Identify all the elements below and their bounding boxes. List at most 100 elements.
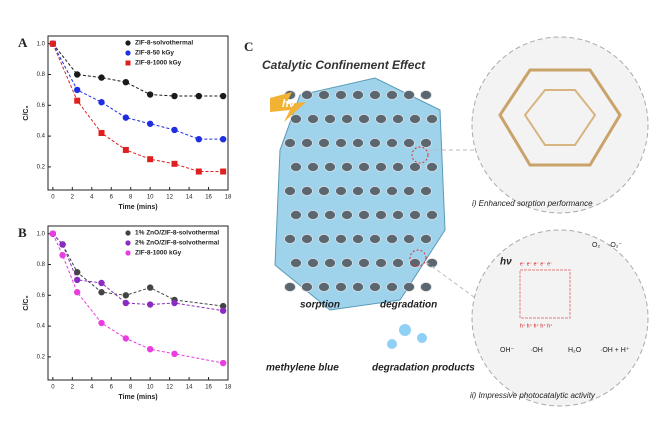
pores <box>284 90 438 292</box>
pore <box>352 234 364 244</box>
pore <box>420 234 432 244</box>
y-tick-label: 0.2 <box>37 164 46 170</box>
trend-line <box>52 233 224 312</box>
point <box>122 292 130 299</box>
pore <box>392 162 404 172</box>
pore <box>392 258 404 268</box>
point <box>147 156 154 163</box>
legend-marker <box>125 40 131 46</box>
point <box>49 230 57 237</box>
pore <box>335 138 347 148</box>
product-dot <box>387 339 397 349</box>
pore <box>375 114 387 124</box>
pore <box>409 210 421 220</box>
pore <box>318 186 330 196</box>
x-tick-label: 6 <box>110 195 114 201</box>
point <box>171 299 178 307</box>
pore <box>386 186 398 196</box>
product-label: degradation products <box>372 363 475 374</box>
caption: ii) Impressive photocatalytic activity <box>470 391 596 400</box>
y-tick-label: 0.4 <box>37 134 46 140</box>
point <box>122 299 130 307</box>
x-tick-label: 18 <box>225 385 232 391</box>
pore <box>318 138 330 148</box>
pore <box>290 258 302 268</box>
x-tick-label: 0 <box>51 385 55 391</box>
legend-marker <box>125 250 131 256</box>
y-tick-label: 0.4 <box>37 324 46 330</box>
pore <box>290 114 302 124</box>
y-axis-label: C/C₀ <box>23 295 30 310</box>
pore <box>335 186 347 196</box>
x-tick-label: 16 <box>205 195 212 201</box>
trend-line <box>52 43 224 173</box>
y-tick-label: 0.6 <box>37 103 46 109</box>
legend-marker <box>125 240 131 246</box>
pore <box>341 210 353 220</box>
cage <box>498 68 622 167</box>
point <box>219 92 227 100</box>
point <box>219 302 227 310</box>
hv-label: hν <box>282 98 296 110</box>
point <box>98 74 105 81</box>
point <box>73 289 81 296</box>
pore <box>409 258 421 268</box>
x-tick-label: 8 <box>129 195 133 201</box>
y-tick-label: 1.0 <box>37 231 46 237</box>
x-tick-label: 14 <box>186 195 193 201</box>
pore <box>301 186 313 196</box>
pore <box>386 90 398 100</box>
pore <box>369 138 381 148</box>
point <box>59 241 66 248</box>
pore <box>386 138 398 148</box>
cage <box>523 89 597 146</box>
y-tick-label: 0.2 <box>37 354 46 360</box>
light-icon <box>270 92 306 122</box>
y-axis-label: C/C₀ <box>23 105 30 120</box>
pore <box>284 234 296 244</box>
species: ·OH + H⁺ <box>600 347 630 354</box>
pore <box>426 210 438 220</box>
pore <box>352 90 364 100</box>
product-dot <box>399 324 411 336</box>
pore <box>426 114 438 124</box>
point <box>73 86 81 94</box>
hv-label: hν <box>500 257 512 268</box>
pore <box>403 282 415 292</box>
pore <box>301 138 313 148</box>
species: O₂ <box>592 242 600 249</box>
species: H₂O <box>568 347 582 354</box>
panel-label: C <box>244 39 253 54</box>
legend-label: ZIF-8-1000 kGy <box>135 60 182 67</box>
pore <box>341 162 353 172</box>
reactant-label: methylene blue <box>266 363 339 374</box>
point <box>122 146 129 153</box>
point <box>98 289 105 296</box>
point <box>73 276 81 284</box>
point <box>98 279 105 287</box>
x-axis-label: Time (mins) <box>118 394 157 401</box>
pore <box>369 234 381 244</box>
trend-line <box>52 43 224 140</box>
pore <box>324 162 336 172</box>
point <box>171 126 178 134</box>
point <box>195 92 203 100</box>
panel-label: B <box>18 225 27 240</box>
pore <box>386 282 398 292</box>
point <box>98 99 105 106</box>
legend-label: ZIF-8-50 kGy <box>135 50 174 57</box>
pore <box>358 210 370 220</box>
species: ·OH <box>530 347 543 354</box>
diagram-title: Catalytic Confinement Effect <box>262 58 426 72</box>
y-tick-label: 0.6 <box>37 293 46 299</box>
pore <box>324 210 336 220</box>
point <box>195 135 203 143</box>
trend-line <box>52 233 224 307</box>
zoom-spot <box>409 249 427 267</box>
pore <box>420 90 432 100</box>
pore <box>375 258 387 268</box>
zoom-spot <box>411 146 429 164</box>
step-label: degradation <box>380 300 437 311</box>
x-tick-label: 16 <box>205 385 212 391</box>
